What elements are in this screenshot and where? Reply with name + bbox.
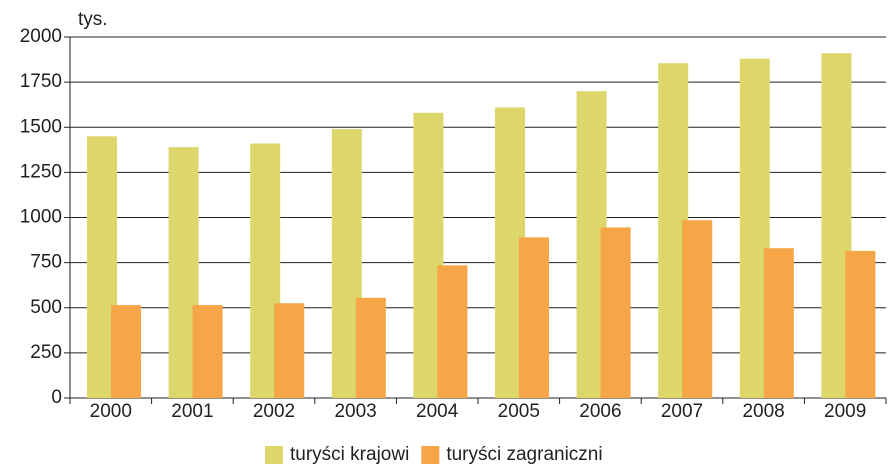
y-tick-label: 2000 [20, 26, 62, 47]
y-tick-label: 1500 [20, 116, 62, 137]
x-tick-label: 2003 [334, 401, 376, 422]
legend-swatch [265, 446, 283, 464]
y-tick-label: 250 [30, 342, 62, 363]
y-tick-label: 0 [51, 387, 62, 408]
x-tick-label: 2009 [824, 401, 866, 422]
bar [763, 248, 794, 398]
x-tick-label: 2002 [253, 401, 295, 422]
bar [682, 220, 713, 398]
y-tick-label: 500 [30, 297, 62, 318]
bar [355, 297, 386, 398]
x-tick-label: 2004 [416, 401, 459, 422]
x-tick-label: 2001 [171, 401, 213, 422]
legend-label: turyści krajowi [290, 444, 409, 464]
bar [600, 227, 631, 398]
y-axis-label: tys. [78, 9, 108, 30]
bar [111, 305, 141, 398]
bar [192, 305, 223, 398]
bar [845, 250, 876, 398]
y-tick-label: 1250 [20, 161, 62, 182]
x-tick-label: 2005 [498, 401, 540, 422]
x-tick-label: 2007 [661, 401, 703, 422]
bar [437, 265, 468, 398]
y-tick-label: 1750 [20, 71, 62, 92]
y-tick-label: 1000 [20, 207, 62, 228]
legend-swatch [421, 446, 440, 464]
x-tick-label: 2006 [579, 401, 621, 422]
x-tick-label: 2008 [742, 401, 784, 422]
bar [274, 303, 305, 398]
legend-label: turyści zagraniczni [446, 444, 602, 464]
y-tick-label: 750 [30, 252, 62, 273]
bar [519, 237, 549, 398]
x-tick-label: 2000 [90, 401, 132, 422]
